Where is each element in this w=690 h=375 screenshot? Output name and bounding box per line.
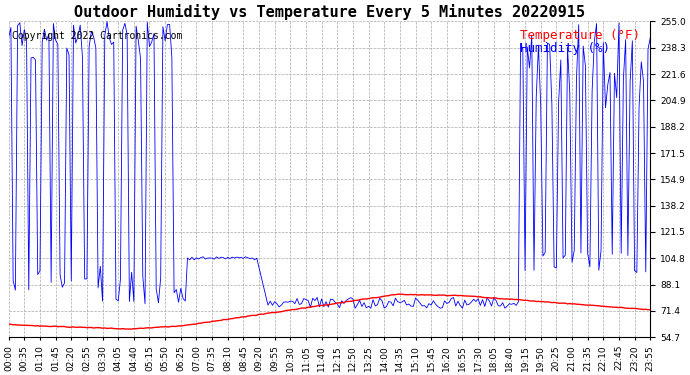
Title: Outdoor Humidity vs Temperature Every 5 Minutes 20220915: Outdoor Humidity vs Temperature Every 5 …	[74, 4, 585, 20]
Legend: Temperature (°F), Humidity (%): Temperature (°F), Humidity (%)	[518, 28, 641, 57]
Text: Copyright 2022 Cartronics.com: Copyright 2022 Cartronics.com	[12, 31, 182, 41]
